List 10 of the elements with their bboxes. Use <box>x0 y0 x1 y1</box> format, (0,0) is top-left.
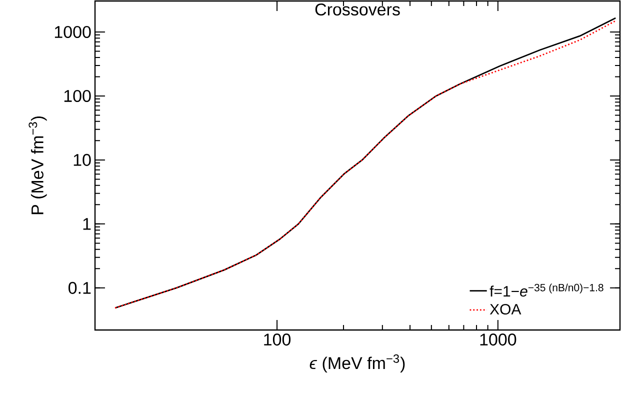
y-axis-title: P (MeV fm$^{−3}$) <box>28 116 47 214</box>
y-tick-label: 10 <box>74 154 91 166</box>
x-axis-title: ϵ (MeV fm$^{−3}$) <box>310 354 405 373</box>
legend-label: f=1−e$^{−35 (nB/n0)−1.8}$ <box>490 284 604 297</box>
chart-title: Crossovers <box>315 3 400 16</box>
y-tick-label: 0.1 <box>68 282 91 294</box>
y-tick-label: 100 <box>64 90 91 102</box>
y-tick-label: 1 <box>83 218 91 230</box>
y-tick-label: 1000 <box>54 26 91 38</box>
legend-label: XOA <box>490 304 522 315</box>
